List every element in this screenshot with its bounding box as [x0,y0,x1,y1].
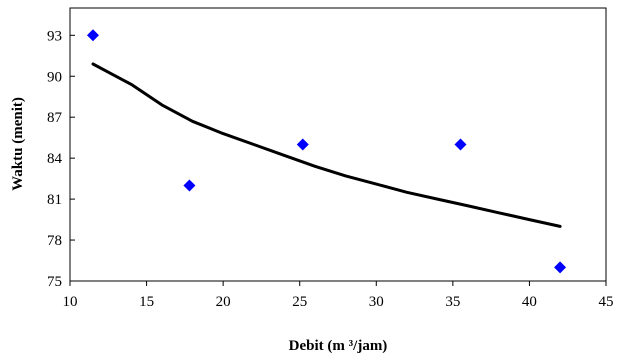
x-axis: 10 15 20 25 30 35 40 45 [63,281,614,310]
x-tick-label: 30 [369,294,384,310]
points-layer [86,29,567,274]
plot-area [69,7,607,282]
y-tick-label: 78 [47,233,62,249]
y-tick-label: 87 [47,110,63,126]
y-tick-label: 81 [47,192,62,208]
x-tick-label: 40 [522,294,537,310]
x-tick-label: 35 [445,294,460,310]
y-tick-label: 75 [47,274,62,290]
y-tick-label: 93 [47,28,62,44]
x-axis-title: Debit (m ³/jam) [289,338,388,354]
data-point [183,179,196,192]
data-point [454,138,467,151]
trend-curve [91,62,562,228]
y-tick-label: 84 [47,151,63,167]
x-tick-label: 20 [216,294,231,310]
y-axis: 75 78 81 84 87 90 93 [47,28,75,290]
y-axis-title: Waktu (menit) [10,97,26,191]
data-point [554,261,567,274]
x-tick-label: 15 [139,294,154,310]
x-tick-label: 10 [63,294,78,310]
data-point [296,138,309,151]
x-tick-label: 45 [599,294,614,310]
x-tick-label: 25 [292,294,307,310]
trend-layer [91,62,562,228]
data-point [86,29,99,42]
y-tick-label: 90 [47,69,62,85]
